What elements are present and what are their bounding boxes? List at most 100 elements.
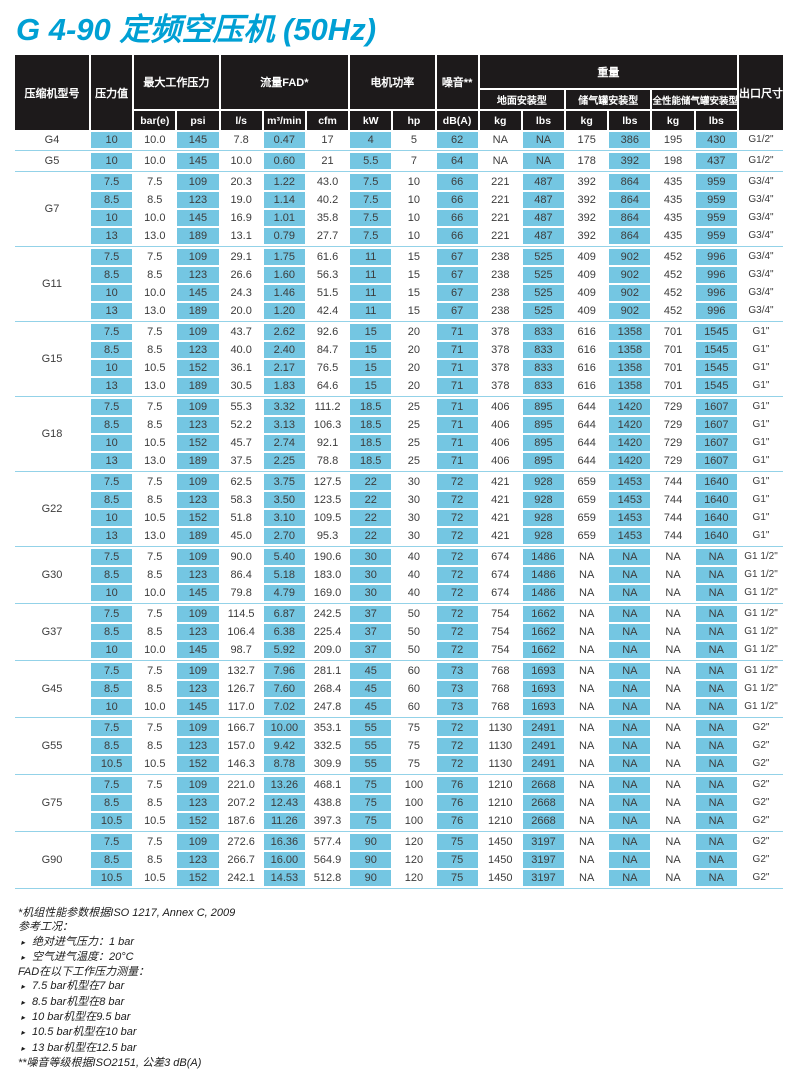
outlet-cell: G2" bbox=[739, 756, 783, 772]
data-cell: 525 bbox=[522, 285, 565, 301]
data-cell: 43.7 bbox=[220, 324, 262, 340]
data-cell: 11 bbox=[350, 303, 392, 319]
data-cell: NA bbox=[566, 642, 608, 658]
group-separator-line bbox=[15, 717, 783, 718]
footnote-line: ▸ 绝对进气压力：1 bar bbox=[18, 935, 235, 950]
data-cell: 72 bbox=[436, 585, 478, 601]
data-cell: NA bbox=[652, 870, 694, 886]
data-cell: 21 bbox=[306, 153, 349, 169]
footnotes: *机组性能参数根据ISO 1217, Annex C, 2009 参考工况： ▸ 绝对… bbox=[18, 906, 235, 1070]
data-cell: 18.5 bbox=[350, 435, 392, 451]
table-row: 8.5 8.5 123 19.0 1.14 40.2 7.5 10 66 221 487 392 864… bbox=[15, 192, 783, 208]
data-cell: NA bbox=[609, 813, 651, 829]
data-cell: NA bbox=[609, 834, 651, 850]
data-cell: 3.32 bbox=[263, 399, 305, 415]
data-cell: 12.43 bbox=[263, 795, 305, 811]
data-cell: 16.36 bbox=[263, 834, 305, 850]
data-cell: 221 bbox=[479, 210, 521, 226]
data-cell: 7.5 bbox=[134, 606, 176, 622]
table-row: 10 10.5 152 36.1 2.17 76.5 15 20 71 378 833 616 1358… bbox=[15, 360, 783, 376]
data-cell: 2.74 bbox=[263, 435, 305, 451]
data-cell: NA bbox=[566, 567, 608, 583]
table-row: 8.5 8.5 123 126.7 7.60 268.4 45 60 73 768 1693 NA NA… bbox=[15, 681, 783, 697]
data-cell: 52.2 bbox=[220, 417, 262, 433]
data-cell: 10.5 bbox=[134, 435, 176, 451]
table-row: G55 7.5 7.5 109 166.7 10.00 353.1 55 75 72 1130 249… bbox=[15, 720, 783, 772]
data-cell: 1486 bbox=[522, 567, 565, 583]
table-row: 10.5 10.5 152 187.6 11.26 397.3 75 100 76 1210 266… bbox=[15, 813, 783, 829]
outlet-cell: G3/4" bbox=[739, 249, 783, 265]
model-cell: G11 bbox=[15, 249, 89, 319]
model-cell: G15 bbox=[15, 324, 89, 394]
data-cell: 768 bbox=[479, 699, 521, 715]
data-cell: 272.6 bbox=[220, 834, 262, 850]
data-cell: 15 bbox=[393, 267, 435, 283]
data-cell: NA bbox=[609, 585, 651, 601]
data-cell: 378 bbox=[479, 360, 521, 376]
data-cell: 7.5 bbox=[134, 324, 176, 340]
data-cell: 123 bbox=[177, 417, 219, 433]
data-cell: NA bbox=[609, 567, 651, 583]
header-model: 压缩机型号 bbox=[15, 55, 89, 130]
data-cell: 71 bbox=[436, 453, 478, 469]
group-separator bbox=[15, 660, 783, 661]
data-cell: 7.5 bbox=[91, 663, 133, 679]
data-cell: 577.4 bbox=[306, 834, 349, 850]
data-cell: 30 bbox=[393, 510, 435, 526]
data-cell: 45 bbox=[350, 699, 392, 715]
data-cell: 8.5 bbox=[91, 492, 133, 508]
data-cell: 175 bbox=[566, 132, 608, 148]
group-separator bbox=[15, 717, 783, 718]
data-cell: 7.60 bbox=[263, 681, 305, 697]
data-cell: 20 bbox=[393, 342, 435, 358]
data-cell: NA bbox=[652, 642, 694, 658]
table-row: G18 7.5 7.5 109 55.3 3.32 111.2 18.5 25 71 406 895 6… bbox=[15, 399, 783, 469]
data-cell: 67 bbox=[436, 267, 478, 283]
data-cell: 659 bbox=[566, 474, 608, 490]
data-cell: 127.5 bbox=[306, 474, 349, 490]
data-cell: 3197 bbox=[522, 852, 565, 868]
data-cell: NA bbox=[566, 606, 608, 622]
data-cell: 729 bbox=[652, 435, 694, 451]
group-separator bbox=[15, 888, 783, 889]
group-separator-line bbox=[15, 831, 783, 832]
data-cell: 13.1 bbox=[220, 228, 262, 244]
data-cell: NA bbox=[566, 699, 608, 715]
data-cell: 10.0 bbox=[220, 153, 262, 169]
data-cell: 106.3 bbox=[306, 417, 349, 433]
data-cell: 8.5 bbox=[91, 267, 133, 283]
data-cell: NA bbox=[566, 681, 608, 697]
data-cell: 45 bbox=[350, 663, 392, 679]
header-noise: 噪音** bbox=[436, 55, 478, 109]
data-cell: 1.22 bbox=[263, 174, 305, 190]
data-cell: NA bbox=[609, 606, 651, 622]
data-cell: 1420 bbox=[609, 435, 651, 451]
data-cell: 15 bbox=[393, 249, 435, 265]
footnote-text: 参考工况： bbox=[18, 921, 73, 934]
data-cell: 928 bbox=[522, 528, 565, 544]
data-cell: 421 bbox=[479, 510, 521, 526]
data-cell: 20.3 bbox=[220, 174, 262, 190]
data-cell: 75 bbox=[436, 870, 478, 886]
data-cell: 435 bbox=[652, 210, 694, 226]
data-cell: 123 bbox=[177, 267, 219, 283]
data-cell: 928 bbox=[522, 492, 565, 508]
data-cell: 7.5 bbox=[91, 777, 133, 793]
data-cell: 1.83 bbox=[263, 378, 305, 394]
data-cell: 66 bbox=[436, 210, 478, 226]
data-cell: 438.8 bbox=[306, 795, 349, 811]
data-cell: 0.47 bbox=[263, 132, 305, 148]
data-cell: 1545 bbox=[695, 360, 737, 376]
data-cell: 644 bbox=[566, 417, 608, 433]
data-cell: 7.5 bbox=[91, 249, 133, 265]
data-cell: 7.5 bbox=[350, 192, 392, 208]
data-cell: 10 bbox=[91, 435, 133, 451]
data-cell: 409 bbox=[566, 267, 608, 283]
data-cell: 114.5 bbox=[220, 606, 262, 622]
data-cell: 19.0 bbox=[220, 192, 262, 208]
data-cell: 123 bbox=[177, 624, 219, 640]
outlet-cell: G1 1/2" bbox=[739, 699, 783, 715]
data-cell: 6.38 bbox=[263, 624, 305, 640]
data-cell: 8.5 bbox=[91, 852, 133, 868]
outlet-cell: G2" bbox=[739, 777, 783, 793]
